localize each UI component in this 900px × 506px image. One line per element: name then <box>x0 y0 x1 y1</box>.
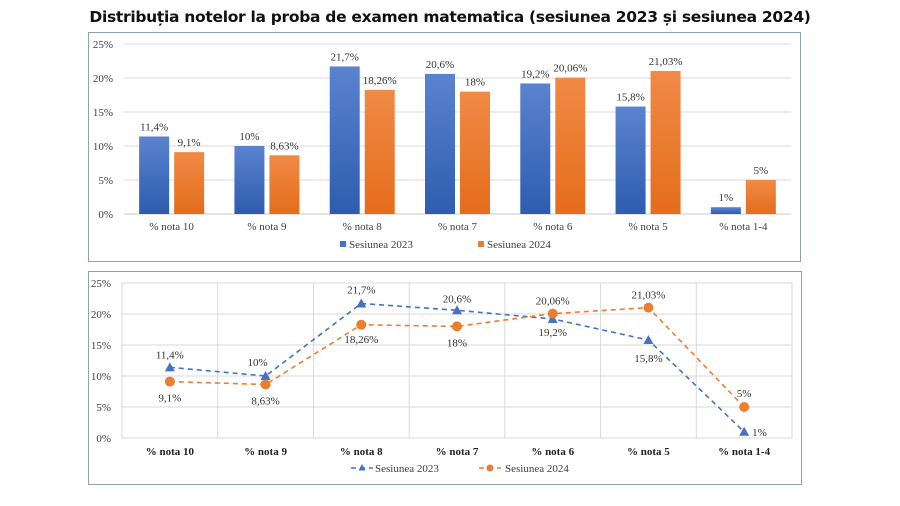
bar-s2024 <box>460 91 490 214</box>
data-label: 10% <box>247 357 267 369</box>
triangle-marker <box>164 362 175 372</box>
data-label: 1% <box>752 427 767 439</box>
legend-label-s2023: Sesiunea 2023 <box>349 239 413 251</box>
line-chart-panel: 0% 5% 10% 15% 20% 25% 11,4% 10% 21,7% 20,6% 19,2%… <box>88 271 802 485</box>
y-tick-label: 15% <box>93 107 113 119</box>
legend-label-s2024: Sesiunea 2024 <box>505 463 569 475</box>
data-label: 11,4% <box>156 349 184 361</box>
data-label: 19,2% <box>539 327 567 339</box>
data-label: 10% <box>239 131 259 143</box>
circle-marker <box>547 308 558 319</box>
bar-s2024 <box>555 77 586 214</box>
circle-marker <box>452 321 462 332</box>
y-tick-label: 5% <box>98 175 113 187</box>
y-tick-label: 20% <box>91 309 111 321</box>
x-tick-label: % nota 6 <box>531 446 574 458</box>
y-tick-label: 20% <box>93 73 113 85</box>
data-label: 11,4% <box>140 121 168 133</box>
y-tick-label: 25% <box>93 39 113 51</box>
x-tick-label: % nota 5 <box>629 221 669 233</box>
data-label: 15,8% <box>616 92 644 104</box>
triangle-marker <box>643 335 654 345</box>
data-label: 5% <box>754 165 769 177</box>
bar-chart: 0% 5% 10% 15% 20% 25% 11,4% 9,1% 10% 8,63% 21,7% 1… <box>93 39 791 251</box>
bar-s2024 <box>269 155 300 214</box>
x-tick-label: % nota 7 <box>436 446 479 458</box>
data-label: 18,26% <box>344 334 378 346</box>
x-tick-label: % nota 9 <box>247 221 287 233</box>
bar-s2023 <box>615 106 646 214</box>
bar-s2024 <box>650 70 681 214</box>
circle-marker <box>164 376 175 387</box>
y-tick-label: 25% <box>91 278 111 290</box>
bar-s2023 <box>329 66 360 214</box>
y-tick-label: 5% <box>96 402 111 414</box>
bar-s2023 <box>520 83 551 214</box>
bar-s2023 <box>234 146 265 214</box>
legend-label-s2023: Sesiunea 2023 <box>375 463 439 475</box>
x-tick-label: % nota 8 <box>340 446 383 458</box>
data-label: 1% <box>719 192 734 204</box>
legend-label-s2024: Sesiunea 2024 <box>487 239 551 251</box>
data-label: 8,63% <box>251 395 279 407</box>
y-tick-label: 15% <box>91 340 111 352</box>
data-label: 18% <box>447 337 467 349</box>
circle-marker <box>356 319 367 330</box>
bar-s2024 <box>174 152 205 214</box>
data-label: 21,03% <box>649 56 683 68</box>
x-tick-label: % nota 6 <box>533 221 573 233</box>
data-label: 21,7% <box>347 284 375 296</box>
data-label: 21,03% <box>631 290 665 302</box>
data-label: 21,7% <box>331 51 359 63</box>
data-label: 18,26% <box>363 75 397 87</box>
x-tick-label: % nota 10 <box>149 221 194 233</box>
data-label: 20,6% <box>443 293 471 305</box>
x-tick-label: % nota 10 <box>146 446 195 458</box>
line-chart: 0% 5% 10% 15% 20% 25% 11,4% 10% 21,7% 20,6% 19,2%… <box>91 278 793 475</box>
data-label: 8,63% <box>270 140 298 152</box>
triangle-marker <box>452 305 462 315</box>
data-label: 9,1% <box>178 137 201 149</box>
bar-chart-panel: 0% 5% 10% 15% 20% 25% 11,4% 9,1% 10% 8,63% 21,7% 1… <box>88 32 801 262</box>
triangle-marker <box>739 426 750 436</box>
data-label: 15,8% <box>634 353 662 365</box>
bar-s2023 <box>425 73 455 214</box>
legend-circle-icon <box>486 464 494 472</box>
x-tick-label: % nota 5 <box>627 446 670 458</box>
y-tick-label: 0% <box>96 433 111 445</box>
circle-marker <box>739 402 750 412</box>
y-tick-label: 10% <box>91 371 111 383</box>
bar-s2023 <box>710 207 741 214</box>
data-label: 20,06% <box>536 296 570 308</box>
data-label: 18% <box>465 77 485 89</box>
x-tick-label: % nota 9 <box>244 446 287 458</box>
x-tick-label: % nota 1-4 <box>719 221 768 233</box>
data-label: 20,6% <box>426 59 454 71</box>
x-tick-label: % nota 7 <box>438 221 478 233</box>
chart-title: Distribuția notelor la proba de examen m… <box>89 8 811 26</box>
circle-marker <box>643 302 654 313</box>
triangle-marker <box>356 298 367 308</box>
bar-s2024 <box>745 180 776 214</box>
data-label: 9,1% <box>158 393 181 405</box>
data-label: 5% <box>737 388 752 400</box>
triangle-marker <box>260 371 271 380</box>
y-tick-label: 0% <box>98 209 113 221</box>
y-tick-label: 10% <box>93 141 113 153</box>
legend-triangle-icon <box>358 464 366 471</box>
bar-s2024 <box>364 89 395 214</box>
x-tick-label: % nota 1-4 <box>718 446 770 458</box>
circle-marker <box>260 379 271 390</box>
x-tick-label: % nota 8 <box>343 221 383 233</box>
data-label: 20,06% <box>553 63 587 75</box>
legend-swatch-s2024 <box>478 241 484 247</box>
bar-s2023 <box>139 136 170 214</box>
data-label: 19,2% <box>521 68 549 80</box>
legend-swatch-s2023 <box>340 241 346 247</box>
